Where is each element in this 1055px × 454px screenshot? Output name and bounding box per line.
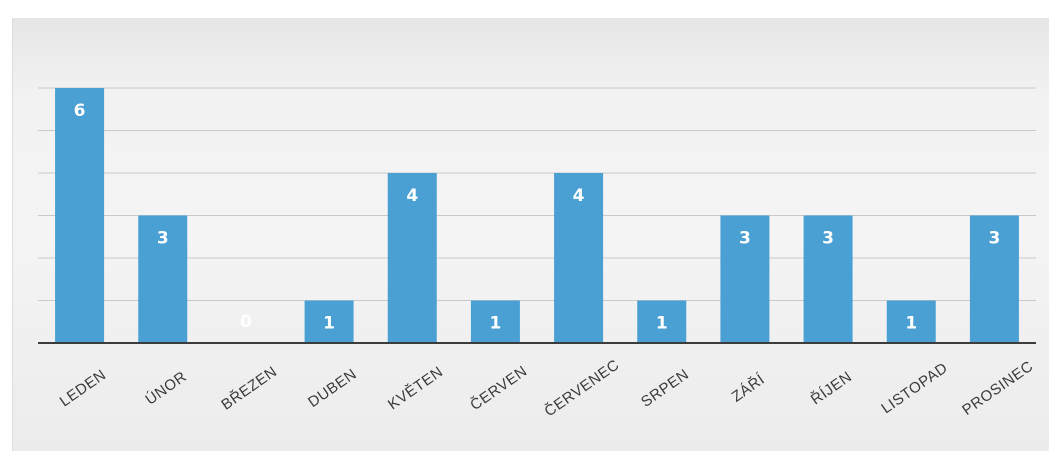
bar-7 <box>637 300 687 343</box>
bar-6 <box>554 173 604 343</box>
data-label-3: 1 <box>323 314 335 334</box>
category-label-8: ZÁŘÍ <box>729 371 769 406</box>
category-label-11: PROSINEC <box>959 358 1036 419</box>
category-label-4: KVĚTEN <box>385 363 446 413</box>
category-label-6: ČERVENEC <box>541 356 622 420</box>
data-label-1: 3 <box>157 229 169 249</box>
category-label-0: LEDEN <box>57 366 110 410</box>
data-labels: 6 3 0 1 4 1 4 1 3 3 1 3 <box>74 101 1001 334</box>
data-label-11: 3 <box>988 229 1000 249</box>
data-label-2: 0 <box>240 312 252 332</box>
category-label-5: ČERVEN <box>467 363 530 414</box>
category-label-3: DUBEN <box>305 366 360 411</box>
category-label-2: BŘEZEN <box>218 363 280 414</box>
bar-4 <box>387 173 437 343</box>
category-label-1: ÚNOR <box>142 368 190 408</box>
data-label-10: 1 <box>905 314 917 334</box>
data-label-0: 6 <box>74 101 86 121</box>
bar-5 <box>470 300 520 343</box>
bar-9 <box>803 215 853 343</box>
data-label-5: 1 <box>489 314 501 334</box>
data-label-8: 3 <box>739 229 751 249</box>
category-label-7: SRPEN <box>638 366 692 411</box>
bar-1 <box>138 215 188 343</box>
category-label-9: ŘÍJEN <box>808 368 855 408</box>
bars <box>55 88 1019 343</box>
bar-11 <box>969 215 1019 343</box>
data-label-6: 4 <box>573 186 585 206</box>
bar-0 <box>55 88 105 343</box>
data-label-9: 3 <box>822 229 834 249</box>
data-label-4: 4 <box>406 186 418 206</box>
category-label-10: LISTOPAD <box>878 359 951 417</box>
bar-8 <box>720 215 770 343</box>
gridlines <box>38 87 1036 301</box>
category-labels: LEDEN ÚNOR BŘEZEN DUBEN KVĚTEN ČERVEN ČERVENEC… <box>57 356 1037 420</box>
bar-3 <box>304 300 354 343</box>
bar-10 <box>886 300 936 343</box>
data-label-7: 1 <box>656 314 668 334</box>
